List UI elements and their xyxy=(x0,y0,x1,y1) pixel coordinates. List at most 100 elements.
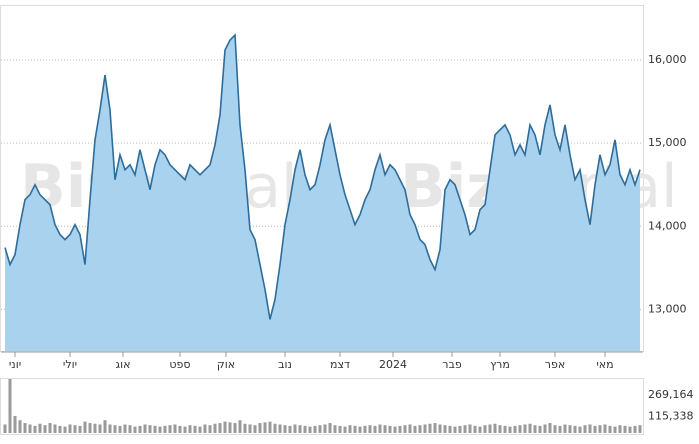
volume-bar xyxy=(598,425,602,433)
volume-tick-label: 269,164 xyxy=(648,388,694,401)
volume-bar xyxy=(118,425,122,433)
volume-bar xyxy=(263,422,267,433)
volume-bar xyxy=(308,426,312,433)
volume-bar xyxy=(478,426,482,433)
volume-bar xyxy=(213,423,217,433)
volume-bar xyxy=(248,424,252,433)
volume-bar xyxy=(68,424,72,433)
volume-bar xyxy=(153,425,157,433)
volume-bar xyxy=(368,425,372,433)
volume-bar xyxy=(73,425,77,433)
volume-bar xyxy=(228,422,232,433)
volume-bar xyxy=(503,425,507,433)
volume-bar xyxy=(508,426,512,433)
volume-bar xyxy=(488,424,492,433)
volume-bar xyxy=(178,425,182,433)
volume-bar xyxy=(618,425,622,433)
volume-bar xyxy=(623,425,627,433)
volume-bar xyxy=(168,425,172,433)
volume-bar xyxy=(258,423,262,433)
volume-bar xyxy=(313,425,317,433)
volume-bar xyxy=(573,425,577,433)
volume-bar xyxy=(18,420,22,433)
volume-bar xyxy=(338,425,342,433)
volume-bar xyxy=(633,425,637,433)
volume-bar xyxy=(413,425,417,433)
volume-bar xyxy=(83,421,87,433)
volume-bar xyxy=(558,425,562,433)
x-tick-label: יולי xyxy=(63,358,77,371)
volume-bar xyxy=(373,425,377,433)
volume-bar xyxy=(53,424,57,433)
volume-bar xyxy=(148,425,152,433)
volume-bar xyxy=(278,424,282,433)
x-tick-label: יוני xyxy=(9,358,21,371)
volume-bar xyxy=(288,425,292,433)
volume-bar xyxy=(183,426,187,433)
volume-bar xyxy=(603,424,607,433)
volume-bar xyxy=(463,425,467,433)
volume-bar xyxy=(218,423,222,433)
volume-bar xyxy=(13,415,17,433)
volume-bar xyxy=(408,424,412,433)
volume-bar xyxy=(448,425,452,433)
volume-bar xyxy=(243,423,247,433)
volume-bar xyxy=(398,425,402,433)
volume-bar xyxy=(63,426,67,433)
x-tick-label: 2024 xyxy=(379,358,407,371)
volume-bar xyxy=(173,424,177,433)
volume-bar xyxy=(348,425,352,433)
volume-bar xyxy=(498,425,502,433)
volume-bar xyxy=(328,423,332,433)
volume-bar xyxy=(588,424,592,433)
volume-bar xyxy=(343,426,347,433)
volume-bar xyxy=(533,425,537,433)
volume-bar xyxy=(138,425,142,433)
volume-bar xyxy=(123,424,127,433)
volume-bar xyxy=(638,425,642,433)
volume-bar xyxy=(593,425,597,433)
volume-bar xyxy=(553,425,557,433)
volume-bar xyxy=(428,423,432,433)
volume-bar xyxy=(578,426,582,433)
volume-bar xyxy=(93,423,97,433)
x-tick-label: מרץ xyxy=(490,358,510,371)
volume-bar xyxy=(323,424,327,433)
volume-bar xyxy=(88,423,92,433)
x-tick-label: פבר xyxy=(442,358,462,371)
volume-bar xyxy=(198,426,202,433)
volume-bar xyxy=(388,425,392,433)
volume-bar xyxy=(98,424,102,433)
volume-bar xyxy=(483,425,487,433)
volume-bar xyxy=(523,424,527,433)
volume-bar xyxy=(418,425,422,433)
volume-bar xyxy=(133,426,137,433)
volume-bar xyxy=(543,424,547,433)
volume-bar xyxy=(333,425,337,433)
price-line xyxy=(4,33,641,320)
volume-bar xyxy=(103,420,107,433)
volume-bar xyxy=(458,425,462,433)
volume-bar xyxy=(363,425,367,433)
volume-bar xyxy=(443,425,447,433)
volume-panel xyxy=(0,378,644,435)
volume-bar xyxy=(563,424,567,433)
volume-bar xyxy=(28,424,32,433)
volume-bar xyxy=(293,424,297,433)
volume-bar xyxy=(628,426,632,433)
x-tick-label: דצמ xyxy=(330,358,350,371)
volume-bar xyxy=(468,424,472,433)
volume-bar xyxy=(423,424,427,433)
x-tick-label: מאי xyxy=(596,358,613,371)
volume-bar xyxy=(453,426,457,433)
volume-bar xyxy=(223,421,227,433)
x-tick-label: אפר xyxy=(545,358,565,371)
volume-bar xyxy=(143,424,147,433)
volume-bar xyxy=(403,425,407,433)
volume-bar xyxy=(113,425,117,433)
volume-bar xyxy=(303,425,307,433)
x-tick-label: ספט xyxy=(169,358,190,371)
volume-bar xyxy=(568,425,572,433)
volume-bar xyxy=(383,425,387,433)
volume-bar xyxy=(268,421,272,433)
